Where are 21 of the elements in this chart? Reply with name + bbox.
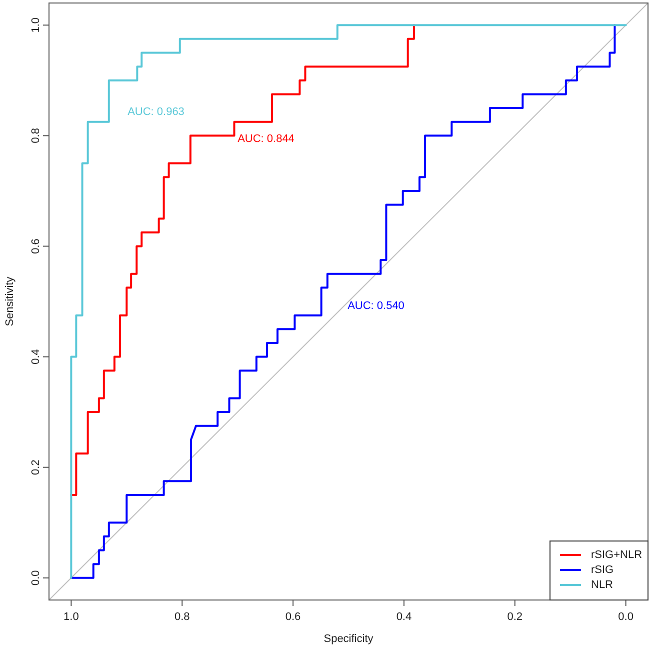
annotation: AUC: 0.844 [238, 132, 294, 145]
y-tick-label: 1.0 [30, 17, 42, 33]
legend-label: NLR [591, 578, 614, 591]
x-tick-label: 0.6 [285, 611, 301, 623]
legend-label: rSIG+NLR [591, 548, 642, 561]
annotation: AUC: 0.540 [348, 300, 404, 312]
y-tick-label: 0.2 [30, 460, 42, 475]
x-tick-label: 0.4 [396, 611, 412, 623]
legend-label: rSIG [591, 564, 614, 576]
x-tick-label: 1.0 [64, 611, 79, 623]
x-tick-label: 0.8 [174, 611, 190, 623]
y-axis-title: Sensitivity [4, 276, 16, 326]
x-tick-label: 0.2 [507, 611, 523, 623]
y-tick-label: 0.8 [30, 128, 42, 144]
y-tick-label: 0.4 [30, 349, 42, 364]
annotation: AUC: 0.963 [128, 106, 184, 118]
x-tick-label: 0.0 [618, 611, 634, 623]
y-tick-label: 0.0 [30, 570, 42, 586]
x-axis-title: Specificity [324, 633, 374, 645]
y-tick-label: 0.6 [30, 238, 42, 254]
line-series [70, 24, 415, 496]
